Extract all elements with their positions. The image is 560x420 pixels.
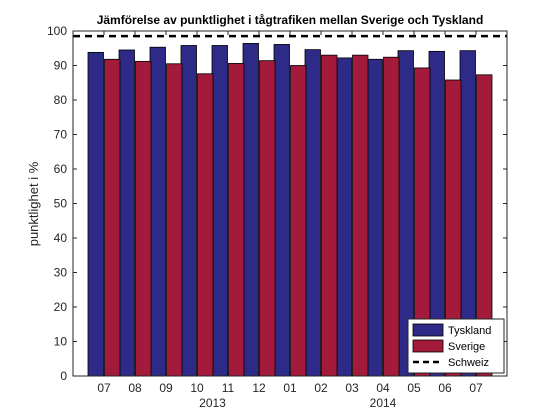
y-axis-ticks: 0 10 20 30 40 50 60 70 80 90 100: [47, 24, 507, 383]
bar-sverige-3: [197, 73, 214, 377]
bar-tyskland-8: [335, 57, 352, 377]
y-tick-label: 30: [54, 266, 68, 280]
bar-sverige-5: [259, 60, 276, 377]
legend-swatch-tyskland: [412, 323, 444, 337]
year-label: 2014: [370, 396, 397, 410]
y-tick-label: 60: [54, 162, 68, 176]
legend-label-schweiz: Schweiz: [448, 357, 489, 369]
bar-tyskland-4: [211, 45, 228, 377]
x-tick-label: 03: [345, 381, 359, 395]
x-tick-label: 07: [97, 381, 111, 395]
x-tick-label: 12: [252, 381, 266, 395]
bar-tyskland-5: [242, 43, 259, 377]
bar-tyskland-2: [149, 46, 166, 377]
chart-title: Jämförelse av punktlighet i tågtrafiken …: [97, 13, 484, 27]
bar-tyskland-0: [87, 51, 104, 377]
legend-swatch-sverige: [412, 339, 444, 353]
y-tick-label: 40: [54, 231, 68, 245]
x-tick-label: 11: [222, 381, 235, 395]
y-tick-label: 20: [54, 300, 68, 314]
x-tick-label: 04: [376, 381, 390, 395]
bar-tyskland-6: [273, 44, 290, 377]
y-tick-label: 0: [60, 369, 67, 383]
y-tick-label: 80: [54, 93, 68, 107]
y-tick-label: 100: [47, 24, 67, 38]
x-tick-label: 10: [190, 381, 204, 395]
x-axis-year-labels: 2013 2014: [199, 396, 397, 410]
x-tick-label: 07: [469, 381, 483, 395]
bar-sverige-2: [166, 63, 183, 377]
bar-sverige-0: [104, 58, 121, 377]
y-axis-label: punktlighet i %: [26, 161, 41, 246]
y-tick-label: 90: [54, 59, 68, 73]
bars-layer: [87, 43, 493, 377]
y-tick-label: 10: [54, 335, 68, 349]
bar-sverige-4: [228, 63, 245, 377]
bar-tyskland-1: [118, 49, 135, 377]
year-label: 2013: [199, 396, 226, 410]
x-tick-label: 09: [159, 381, 173, 395]
bar-sverige-9: [383, 56, 400, 377]
bar-tyskland-3: [180, 45, 197, 377]
bar-sverige-7: [321, 54, 338, 377]
x-axis-ticks: 07 08 09 10 11 12 01 02 03 04 05 06 07: [97, 31, 483, 395]
legend-label-tyskland: Tyskland: [448, 325, 491, 337]
bar-tyskland-9: [366, 58, 383, 377]
x-tick-label: 08: [128, 381, 142, 395]
x-tick-label: 05: [407, 381, 421, 395]
bar-tyskland-7: [304, 49, 321, 377]
bar-sverige-1: [135, 60, 152, 377]
legend: Tyskland Sverige Schweiz: [407, 318, 505, 374]
bar-sverige-6: [290, 65, 307, 377]
x-tick-label: 06: [438, 381, 452, 395]
y-tick-label: 70: [54, 128, 68, 142]
x-tick-label: 01: [283, 381, 297, 395]
legend-label-sverige: Sverige: [448, 341, 485, 353]
x-tick-label: 02: [314, 381, 328, 395]
y-tick-label: 50: [54, 197, 68, 211]
bar-sverige-8: [352, 54, 369, 377]
